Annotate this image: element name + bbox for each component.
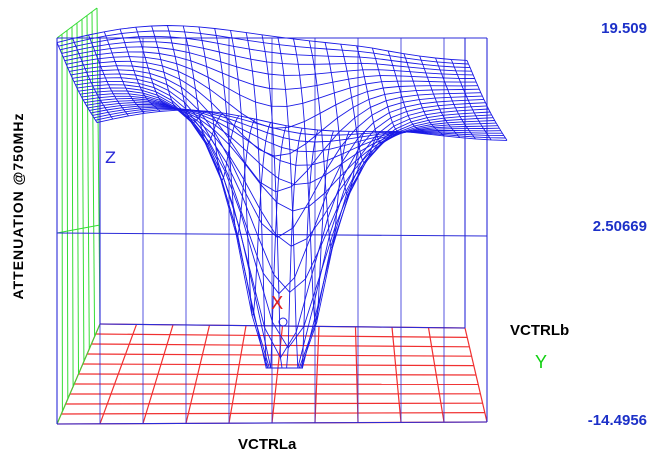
floor-grid-line xyxy=(65,402,483,405)
surface-mesh-line xyxy=(92,106,503,153)
side-wall-line xyxy=(91,11,96,337)
floor-grid-line xyxy=(391,327,402,423)
surface-mesh-line xyxy=(96,109,508,141)
surface-mesh-line xyxy=(340,44,382,164)
floor-grid-line xyxy=(464,327,488,423)
surface-mesh-line xyxy=(86,100,497,247)
surface-mesh-line xyxy=(81,93,492,369)
y-axis-letter: Y xyxy=(535,352,548,372)
surface-mesh-line xyxy=(403,53,445,137)
floor-grid-line xyxy=(354,326,359,423)
minimum-marker xyxy=(278,317,288,327)
surface-mesh-line xyxy=(308,40,350,249)
floor-grid-line xyxy=(61,412,485,415)
side-wall-line xyxy=(56,224,101,234)
z-tick-max: 19.509 xyxy=(601,20,647,37)
side-wall-line xyxy=(81,19,85,362)
side-wall-line xyxy=(56,323,101,425)
surface-mesh-line xyxy=(89,104,500,186)
surface-mesh-line xyxy=(83,95,494,349)
floor-grid-line xyxy=(78,373,477,376)
surface-mesh-line xyxy=(75,80,486,359)
side-wall-line xyxy=(56,7,98,39)
floor-grid-line xyxy=(314,326,320,423)
surface-mesh-line xyxy=(95,108,506,139)
surface-mesh-line xyxy=(245,32,287,369)
surface-mesh-line xyxy=(293,38,334,325)
x-axis-letter: X xyxy=(271,293,283,314)
floor-grid-line xyxy=(427,327,445,423)
y-axis-label: VCTRLb xyxy=(510,322,570,339)
surface-mesh-line xyxy=(87,102,498,212)
z-tick-mid: 2.50669 xyxy=(592,218,647,235)
side-wall-line xyxy=(86,15,90,350)
surface-mesh-line xyxy=(466,60,508,141)
surface-mesh-line xyxy=(435,57,476,140)
surface-mesh-line xyxy=(90,105,501,166)
z-axis-label: ATTENUATION @750MHz xyxy=(10,112,26,300)
surface-mesh-line xyxy=(324,42,366,197)
side-wall-grid xyxy=(56,7,101,425)
z-tick-min: -14.4956 xyxy=(587,412,647,429)
surface-mesh xyxy=(56,25,508,369)
side-wall-line xyxy=(76,22,79,375)
x-axis-label: VCTRLa xyxy=(238,436,297,453)
surface-mesh-line xyxy=(93,108,504,143)
surface-mesh-line xyxy=(450,59,492,141)
surface-mesh-line xyxy=(84,98,495,293)
z-axis-letter: Z xyxy=(105,148,116,167)
side-wall-line xyxy=(66,30,69,400)
side-wall-line xyxy=(71,26,74,387)
surface-mesh-line xyxy=(419,55,461,138)
